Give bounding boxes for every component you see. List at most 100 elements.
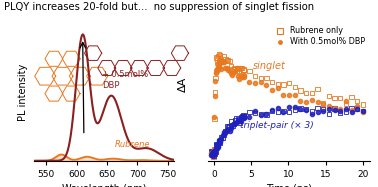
Point: [221, 130, 227, 133]
Point: [237, 78, 243, 81]
Point: [263, 112, 270, 115]
Point: [210, 155, 216, 158]
Y-axis label: PL intensity: PL intensity: [19, 64, 28, 121]
Point: [211, 150, 217, 153]
Point: [217, 59, 223, 62]
Point: [232, 70, 238, 73]
Point: [221, 133, 227, 136]
Point: [214, 56, 220, 59]
Point: [275, 106, 281, 109]
Point: [286, 82, 292, 85]
Point: [252, 82, 258, 85]
Point: [218, 137, 224, 140]
Point: [241, 114, 247, 117]
Point: [297, 107, 304, 110]
Point: [235, 117, 241, 120]
Point: [211, 152, 217, 155]
Point: [212, 77, 218, 80]
Point: [269, 89, 275, 92]
Point: [280, 83, 287, 86]
Point: [332, 107, 338, 110]
Point: [286, 94, 292, 97]
Point: [354, 107, 360, 110]
Point: [208, 151, 214, 154]
Point: [239, 116, 245, 119]
Point: [314, 100, 321, 103]
Point: [212, 150, 218, 153]
Point: [241, 68, 247, 71]
Point: [258, 80, 264, 83]
Point: [354, 99, 360, 102]
Point: [275, 110, 281, 113]
Point: [263, 84, 270, 87]
Point: [227, 125, 233, 128]
Point: [209, 151, 215, 154]
Point: [349, 96, 355, 99]
Point: [360, 103, 366, 106]
Point: [258, 113, 264, 116]
Point: [235, 66, 241, 69]
Text: ΔA: ΔA: [178, 76, 188, 92]
Point: [269, 109, 275, 112]
Text: singlet: singlet: [253, 61, 285, 71]
X-axis label: Time (ps): Time (ps): [266, 184, 312, 187]
Point: [222, 132, 228, 135]
Point: [212, 150, 218, 153]
Point: [228, 64, 234, 67]
Point: [303, 109, 309, 112]
Point: [217, 141, 223, 144]
Point: [211, 148, 217, 151]
Point: [227, 60, 233, 63]
Point: [239, 115, 245, 118]
Point: [215, 54, 221, 57]
Point: [235, 118, 241, 121]
Point: [234, 121, 240, 124]
Point: [241, 114, 247, 117]
Point: [354, 108, 360, 111]
Text: Rubrene: Rubrene: [115, 140, 150, 149]
Point: [258, 76, 264, 79]
Point: [231, 122, 237, 125]
Point: [220, 60, 226, 63]
Point: [237, 67, 243, 70]
Point: [208, 153, 214, 156]
Point: [211, 153, 217, 156]
Point: [303, 108, 309, 111]
Point: [238, 73, 244, 76]
Point: [297, 99, 304, 102]
Point: [212, 152, 218, 155]
Point: [238, 66, 244, 69]
Point: [252, 110, 258, 113]
Point: [292, 108, 298, 111]
Point: [220, 133, 226, 136]
Point: [215, 143, 221, 146]
Point: [215, 61, 221, 64]
Point: [234, 117, 240, 120]
Point: [212, 95, 218, 98]
Point: [349, 109, 355, 112]
Point: [216, 141, 222, 144]
Point: [234, 70, 240, 73]
Point: [211, 151, 217, 154]
Point: [218, 59, 224, 62]
Point: [337, 112, 343, 115]
Point: [228, 72, 234, 75]
Point: [234, 67, 240, 70]
Point: [215, 143, 221, 146]
Point: [217, 139, 223, 142]
Point: [211, 117, 217, 120]
Point: [309, 112, 315, 115]
Point: [280, 110, 287, 113]
Point: [320, 102, 326, 105]
Point: [222, 58, 228, 61]
Point: [218, 136, 224, 139]
Point: [213, 72, 219, 75]
Point: [208, 151, 214, 154]
Point: [224, 125, 230, 128]
Point: [292, 86, 298, 89]
Point: [215, 66, 221, 69]
Point: [292, 94, 298, 97]
Point: [222, 129, 228, 132]
Legend: Rubrene only, With 0.5mol% DBP: Rubrene only, With 0.5mol% DBP: [271, 26, 366, 47]
Point: [213, 147, 219, 150]
